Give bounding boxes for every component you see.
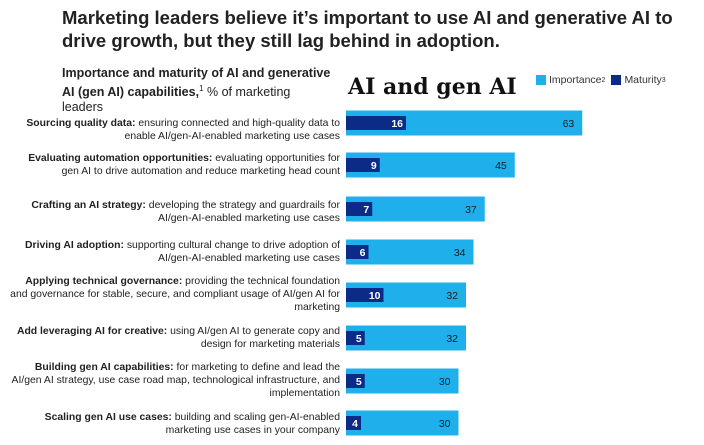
legend-importance: Importance 2 — [536, 74, 605, 86]
maturity-bar — [346, 245, 369, 259]
row-label: Applying technical governance: providing… — [10, 275, 340, 314]
legend-maturity: Maturity 3 — [611, 74, 666, 86]
row-label-desc: ensuring connected and high-quality data… — [124, 118, 340, 142]
row-label-bold: Driving AI adoption: — [25, 240, 124, 251]
subtitle-rest: % of marketing leaders — [62, 85, 291, 115]
row-label-bold: Add leveraging AI for creative: — [16, 326, 168, 337]
maturity-value-label: 7 — [363, 204, 369, 216]
legend-importance-swatch — [536, 75, 546, 85]
row-label-desc: supporting cultural change to drive adop… — [123, 240, 340, 264]
row-label-bold: Building gen AI capabilities: — [34, 362, 174, 373]
bar-group: 7 37 — [346, 196, 485, 222]
bar-group: 5 30 — [346, 368, 459, 394]
row-label: Add leveraging AI for creative: using AI… — [10, 325, 340, 351]
headline: Marketing leaders believe it’s important… — [62, 7, 673, 51]
row-label: Crafting an AI strategy: developing the … — [10, 199, 340, 225]
maturity-value-label: 10 — [369, 290, 381, 302]
bar-group: 16 63 — [346, 110, 583, 136]
row-label-desc: developing the strategy and guardrails f… — [145, 200, 340, 224]
importance-value-label: 32 — [446, 333, 458, 345]
maturity-bar — [346, 116, 406, 130]
chart-subtitle: Importance and maturity of AI and genera… — [62, 66, 332, 115]
row-label-bold: Applying technical governance: — [25, 276, 183, 287]
maturity-bar — [346, 158, 380, 172]
importance-value-label: 30 — [439, 376, 451, 388]
importance-value-label: 32 — [446, 290, 458, 302]
row-label-bold: Sourcing quality data: — [26, 118, 136, 129]
subtitle-bold: Importance and maturity of AI and genera… — [62, 66, 331, 100]
importance-value-label: 37 — [465, 204, 477, 216]
maturity-value-label: 5 — [356, 333, 362, 345]
legend: Importance 2 Maturity 3 — [536, 74, 666, 86]
maturity-value-label: 4 — [352, 418, 358, 430]
legend-importance-sup: 2 — [601, 76, 606, 84]
importance-value-label: 30 — [439, 418, 451, 430]
importance-value-label: 45 — [495, 160, 507, 172]
legend-maturity-swatch — [611, 75, 622, 85]
bar-group: 9 45 — [346, 152, 515, 178]
row-label-desc: for marketing to define and lead the AI/… — [11, 362, 340, 399]
legend-maturity-label: Maturity — [624, 74, 662, 86]
maturity-bar — [346, 331, 365, 345]
maturity-bar — [346, 374, 365, 388]
importance-value-label: 63 — [563, 118, 575, 130]
row-label: Scaling gen AI use cases: building and s… — [10, 411, 340, 437]
maturity-bar — [346, 202, 373, 216]
maturity-value-label: 6 — [360, 247, 366, 259]
maturity-bar — [346, 288, 384, 302]
row-label-bold: Evaluating automation opportunities: — [28, 153, 213, 164]
bar-group: 10 32 — [346, 282, 466, 308]
row-label-bold: Scaling gen AI use cases: — [44, 412, 172, 423]
maturity-bar — [346, 416, 361, 430]
row-label-desc: using AI/gen AI to generate copy and des… — [167, 326, 340, 350]
panel-title: AI and gen AI — [348, 74, 517, 100]
row-label: Driving AI adoption: supporting cultural… — [10, 239, 340, 265]
importance-value-label: 34 — [454, 247, 466, 259]
bar-group: 6 34 — [346, 239, 474, 265]
maturity-value-label: 16 — [391, 118, 403, 130]
row-label-desc: building and scaling gen-AI-enabled mark… — [165, 412, 340, 436]
row-label: Building gen AI capabilities: for market… — [10, 361, 340, 400]
bar-group: 4 30 — [346, 410, 459, 436]
importance-bar — [346, 325, 466, 351]
subtitle-footnote: 1 — [199, 84, 204, 93]
row-label-bold: Crafting an AI strategy: — [31, 200, 146, 211]
bar-group: 5 32 — [346, 325, 466, 351]
row-label: Sourcing quality data: ensuring connecte… — [10, 117, 340, 143]
maturity-value-label: 5 — [356, 376, 362, 388]
legend-importance-label: Importance — [549, 74, 602, 86]
importance-bar — [346, 410, 459, 436]
row-label: Evaluating automation opportunities: eva… — [10, 152, 340, 178]
maturity-value-label: 9 — [371, 160, 377, 172]
legend-maturity-sup: 3 — [661, 76, 666, 84]
row-label-desc: evaluating opportunities for gen AI to d… — [61, 153, 340, 177]
row-label-desc: providing the technical foundation and g… — [10, 276, 340, 313]
